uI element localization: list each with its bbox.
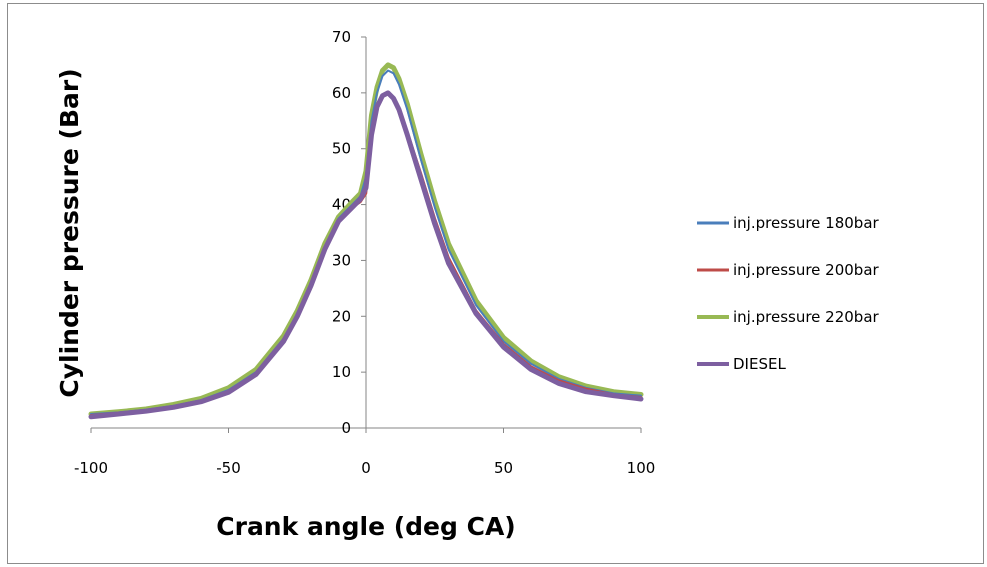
legend-label: inj.pressure 180bar (733, 214, 880, 232)
series-line-3 (88, 62, 644, 417)
series-layer (88, 62, 644, 420)
x-tick-label: 0 (361, 459, 371, 477)
y-tick-label: 20 (332, 307, 351, 325)
legend-label: inj.pressure 220bar (733, 308, 880, 326)
chart-frame (7, 3, 984, 564)
y-tick-label: 10 (332, 363, 351, 381)
legend-label: inj.pressure 200bar (733, 261, 880, 279)
x-axis-title: Crank angle (deg CA) (216, 512, 515, 541)
legend: inj.pressure 180bar inj.pressure 200bar in… (697, 214, 880, 373)
y-tick-label: 50 (332, 140, 351, 158)
series-line-4 (88, 90, 644, 420)
x-tick-label: 100 (627, 459, 656, 477)
y-axis-title: Cylinder pressure (Bar) (55, 68, 84, 397)
legend-label: DIESEL (733, 355, 786, 373)
x-tick-label: 50 (494, 459, 513, 477)
x-tick-label: -50 (216, 459, 241, 477)
y-tick-label: 30 (332, 251, 351, 269)
y-tick-label: 60 (332, 84, 351, 102)
y-tick-label: 70 (332, 28, 351, 46)
y-tick-label: 0 (341, 419, 351, 437)
x-tick-label: -100 (74, 459, 108, 477)
